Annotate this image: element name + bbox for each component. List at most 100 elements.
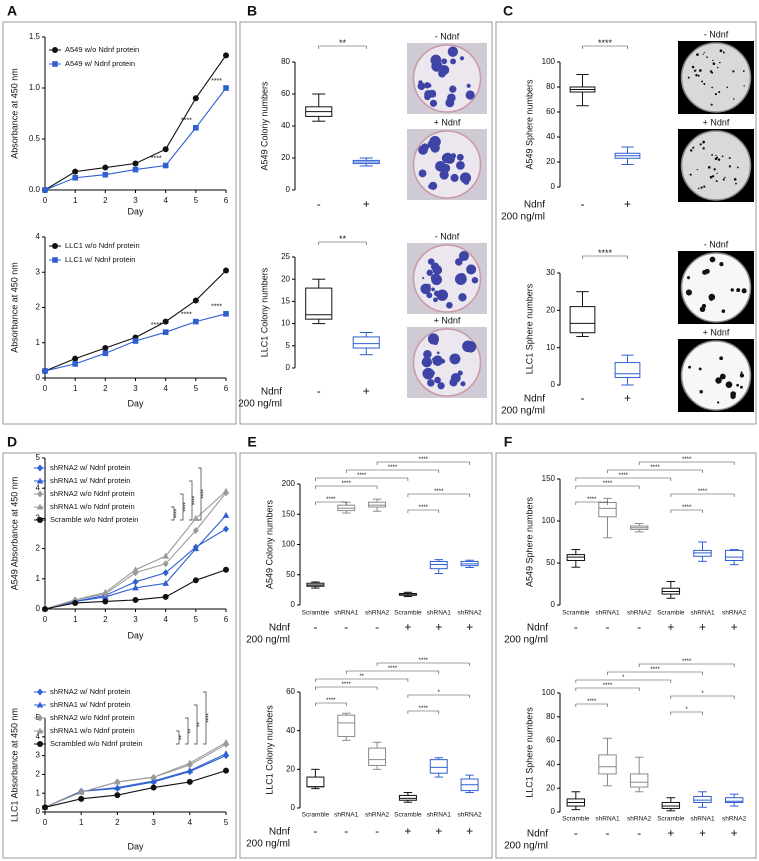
series-line: [44, 755, 227, 808]
photo-spot: [456, 153, 464, 161]
comparison-label: ****: [682, 659, 692, 665]
treatment-label: Ndnf: [527, 623, 548, 634]
treatment-unit: 200 ng/ml: [504, 635, 548, 646]
y-tick-label: 2: [36, 770, 41, 779]
photo-spot: [441, 58, 448, 65]
photo-spot: [730, 391, 737, 397]
x-tick-label: 3: [151, 818, 156, 827]
treatment-unit: 200 ng/ml: [504, 841, 548, 852]
box: [661, 801, 681, 809]
marker: [42, 187, 48, 193]
marker: [222, 738, 230, 745]
photo-spot: [732, 70, 735, 73]
treatment-label: Ndnf: [524, 200, 545, 211]
category-label: Scramble: [562, 816, 590, 823]
photo-spot: [450, 173, 459, 182]
y-tick-label: 0: [551, 182, 556, 191]
y-tick-label: 40: [286, 726, 295, 735]
y-tick-label: 0: [551, 600, 556, 609]
marker: [223, 52, 229, 59]
photo-spot: [449, 353, 461, 365]
photo-spot: [422, 276, 425, 280]
y-tick-label: 15: [281, 297, 290, 306]
x-tick-label: 2: [103, 196, 108, 205]
photo-spot: [429, 99, 438, 107]
comparison-label: *: [438, 690, 441, 696]
photo-spot: [697, 187, 700, 190]
box: [306, 776, 325, 788]
x-tick-label: 0: [43, 196, 48, 205]
legend-label: A549 w/o Ndnf protein: [65, 45, 139, 54]
image-label: - Ndnf: [704, 239, 729, 249]
marker: [162, 579, 169, 586]
marker: [223, 767, 229, 774]
y-tick-label: 150: [542, 474, 556, 483]
marker: [193, 318, 199, 325]
comparison-bracket: [575, 679, 672, 683]
marker: [37, 490, 43, 498]
panel-letter: F: [504, 434, 513, 450]
photo-spot: [696, 168, 698, 171]
marker: [186, 767, 194, 774]
y-tick-label: 0: [286, 185, 291, 194]
comparison-label: ****: [326, 698, 336, 704]
y-axis-label: A549 Colony numbers: [264, 499, 274, 589]
photo-spot: [711, 86, 713, 89]
legend-label: Scrambled w/o Ndnf protein: [50, 739, 143, 748]
marker: [78, 795, 85, 802]
photo-spot: [459, 56, 465, 61]
photo-spot: [450, 58, 456, 65]
panel-frame: [239, 452, 493, 859]
treatment-sign: +: [667, 826, 674, 840]
treatment-unit: 200 ng/ml: [246, 839, 290, 850]
category-label: shRNA2: [627, 610, 652, 617]
comparison-label: ****: [650, 667, 660, 673]
photo-spot: [422, 367, 435, 380]
photo-spot: [704, 268, 710, 274]
marker: [162, 569, 169, 577]
photo-spot: [714, 92, 718, 96]
y-tick-label: 40: [546, 760, 555, 769]
marker: [102, 164, 109, 171]
marker: [72, 355, 79, 362]
marker: [36, 727, 44, 734]
photo-spot: [736, 166, 739, 169]
marker: [223, 267, 229, 274]
comparison-bracket: [376, 662, 470, 666]
legend-label: LLC1 w/ Ndnf protein: [65, 255, 135, 264]
photo-spot: [426, 269, 433, 276]
photo-spot: [710, 103, 713, 106]
photo-spot: [423, 349, 432, 359]
y-axis-label: Absorbance at 450 nm: [9, 262, 19, 353]
marker: [72, 168, 79, 175]
comparison-label: *: [701, 691, 704, 697]
comparison-bracket: [670, 711, 703, 715]
category-label: shRNA1: [690, 610, 715, 617]
x-tick-label: 0: [43, 818, 48, 827]
marker: [162, 552, 169, 559]
marker: [36, 503, 44, 510]
panel-letter: E: [247, 434, 256, 450]
x-tick-label: 5: [194, 196, 199, 205]
photo-spot: [701, 303, 707, 309]
photo-spot: [712, 62, 716, 65]
comparison-bracket: [575, 477, 672, 481]
y-tick-label: 20: [281, 153, 290, 162]
marker: [132, 566, 139, 573]
x-tick-label: 2: [115, 818, 120, 827]
marker: [114, 784, 121, 791]
y-tick-label: 20: [286, 764, 295, 773]
treatment-sign: -: [313, 824, 317, 838]
significance-bracket: [171, 506, 175, 521]
treatment-sign: +: [624, 197, 631, 211]
comparison-bracket: [638, 663, 735, 667]
panel-frame: [239, 21, 493, 425]
comparison-label: ****: [682, 505, 692, 511]
marker: [162, 593, 169, 600]
y-tick-label: 1: [36, 338, 41, 347]
photo-spot: [699, 143, 702, 146]
photo-spot: [455, 258, 463, 266]
photo-spot: [719, 61, 721, 64]
x-tick-label: 2: [103, 384, 108, 393]
legend-label: shRNA1 w/ Ndnf protein: [50, 700, 130, 709]
